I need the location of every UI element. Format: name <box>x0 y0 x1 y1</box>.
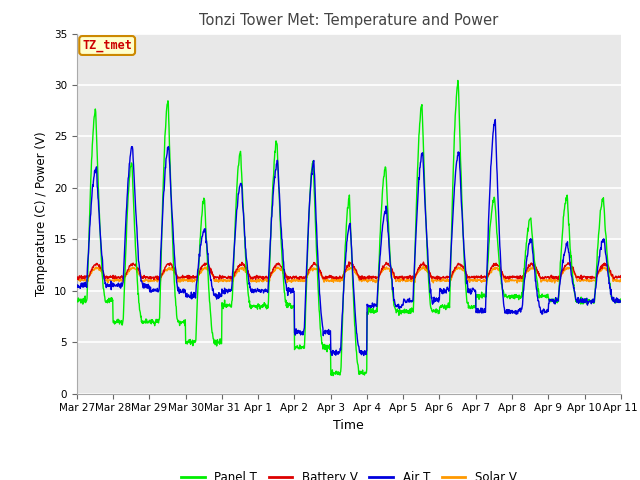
Y-axis label: Temperature (C) / Power (V): Temperature (C) / Power (V) <box>35 132 48 296</box>
Text: TZ_tmet: TZ_tmet <box>82 39 132 52</box>
Solar V <box>553 277 561 283</box>
Panel T <box>180 321 188 326</box>
Air T <box>505 307 513 313</box>
Air T <box>492 117 499 122</box>
Solar V <box>255 277 262 283</box>
Air T <box>194 266 202 272</box>
Line: Panel T: Panel T <box>77 81 621 376</box>
Panel T <box>454 78 461 84</box>
Legend: Panel T, Battery V, Air T, Solar V: Panel T, Battery V, Air T, Solar V <box>176 466 522 480</box>
Panel T <box>505 293 513 299</box>
Battery V <box>345 259 353 265</box>
Line: Solar V: Solar V <box>77 266 621 283</box>
Air T <box>360 353 367 359</box>
Panel T <box>434 309 442 314</box>
Battery V <box>180 275 188 280</box>
Line: Battery V: Battery V <box>77 262 621 280</box>
Panel T <box>73 299 81 304</box>
Air T <box>73 283 81 288</box>
Air T <box>434 296 442 301</box>
Battery V <box>434 274 442 279</box>
Solar V <box>194 273 202 279</box>
Panel T <box>194 288 202 294</box>
Air T <box>553 297 561 303</box>
Solar V <box>551 280 559 286</box>
Solar V <box>180 277 188 283</box>
Battery V <box>194 275 202 281</box>
Solar V <box>617 277 625 283</box>
Battery V <box>399 277 407 283</box>
Battery V <box>505 276 513 281</box>
Solar V <box>433 276 441 282</box>
Battery V <box>553 276 561 281</box>
Solar V <box>73 276 81 282</box>
Solar V <box>504 277 512 283</box>
Air T <box>617 299 625 304</box>
Line: Air T: Air T <box>77 120 621 356</box>
Air T <box>180 289 188 295</box>
X-axis label: Time: Time <box>333 419 364 432</box>
Panel T <box>617 296 625 302</box>
Panel T <box>255 302 262 308</box>
Air T <box>255 288 262 294</box>
Title: Tonzi Tower Met: Temperature and Power: Tonzi Tower Met: Temperature and Power <box>199 13 499 28</box>
Panel T <box>329 373 337 379</box>
Battery V <box>255 276 262 281</box>
Solar V <box>529 263 536 269</box>
Panel T <box>553 297 561 302</box>
Battery V <box>73 276 81 281</box>
Battery V <box>617 273 625 278</box>
